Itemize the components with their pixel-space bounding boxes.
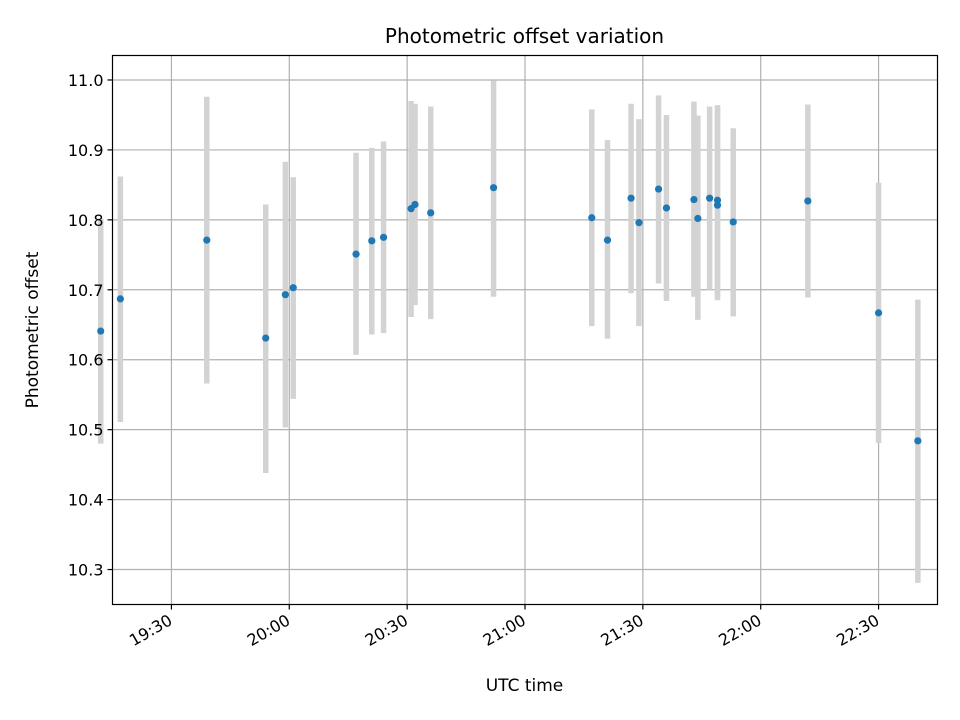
data-point <box>874 309 883 317</box>
data-point <box>914 437 922 445</box>
data-point <box>729 218 737 226</box>
data-point <box>690 195 698 204</box>
data-point <box>289 284 297 292</box>
data-point <box>713 196 722 204</box>
grid-lines <box>112 55 938 605</box>
data-point <box>97 327 105 335</box>
y-tick-label: 11.0 <box>68 71 104 90</box>
data-point <box>654 185 663 193</box>
y-axis-ticks: 10.3 10.4 10.5 10.6 10.7 10.8 10.9 11.0 <box>68 71 113 580</box>
chart-title: Photometric offset variation <box>385 24 664 48</box>
y-tick-label: 10.7 <box>68 281 104 300</box>
y-tick-label: 10.5 <box>68 421 104 440</box>
data-point <box>352 250 360 258</box>
y-tick-label: 10.9 <box>68 141 104 160</box>
data-point <box>804 197 812 205</box>
y-axis-title: Photometric offset <box>23 251 43 408</box>
data-point <box>588 214 596 222</box>
data-point <box>694 214 702 223</box>
data-point <box>627 194 635 202</box>
data-point <box>281 291 289 299</box>
data-point <box>411 200 419 209</box>
y-tick-label: 10.6 <box>68 351 104 370</box>
data-point <box>489 184 498 192</box>
data-point <box>706 194 714 202</box>
data-point <box>116 295 124 303</box>
y-tick-label: 10.3 <box>68 561 104 580</box>
data-point <box>635 219 643 227</box>
data-point <box>427 209 435 217</box>
data-points <box>97 184 922 445</box>
x-axis-title: UTC time <box>486 676 564 696</box>
data-point <box>662 204 671 212</box>
y-tick-label: 10.8 <box>68 211 104 230</box>
data-point <box>203 236 211 244</box>
data-point <box>368 237 376 245</box>
data-point <box>603 236 612 244</box>
y-tick-label: 10.4 <box>68 491 104 510</box>
data-point <box>379 233 388 241</box>
data-point <box>262 334 270 342</box>
